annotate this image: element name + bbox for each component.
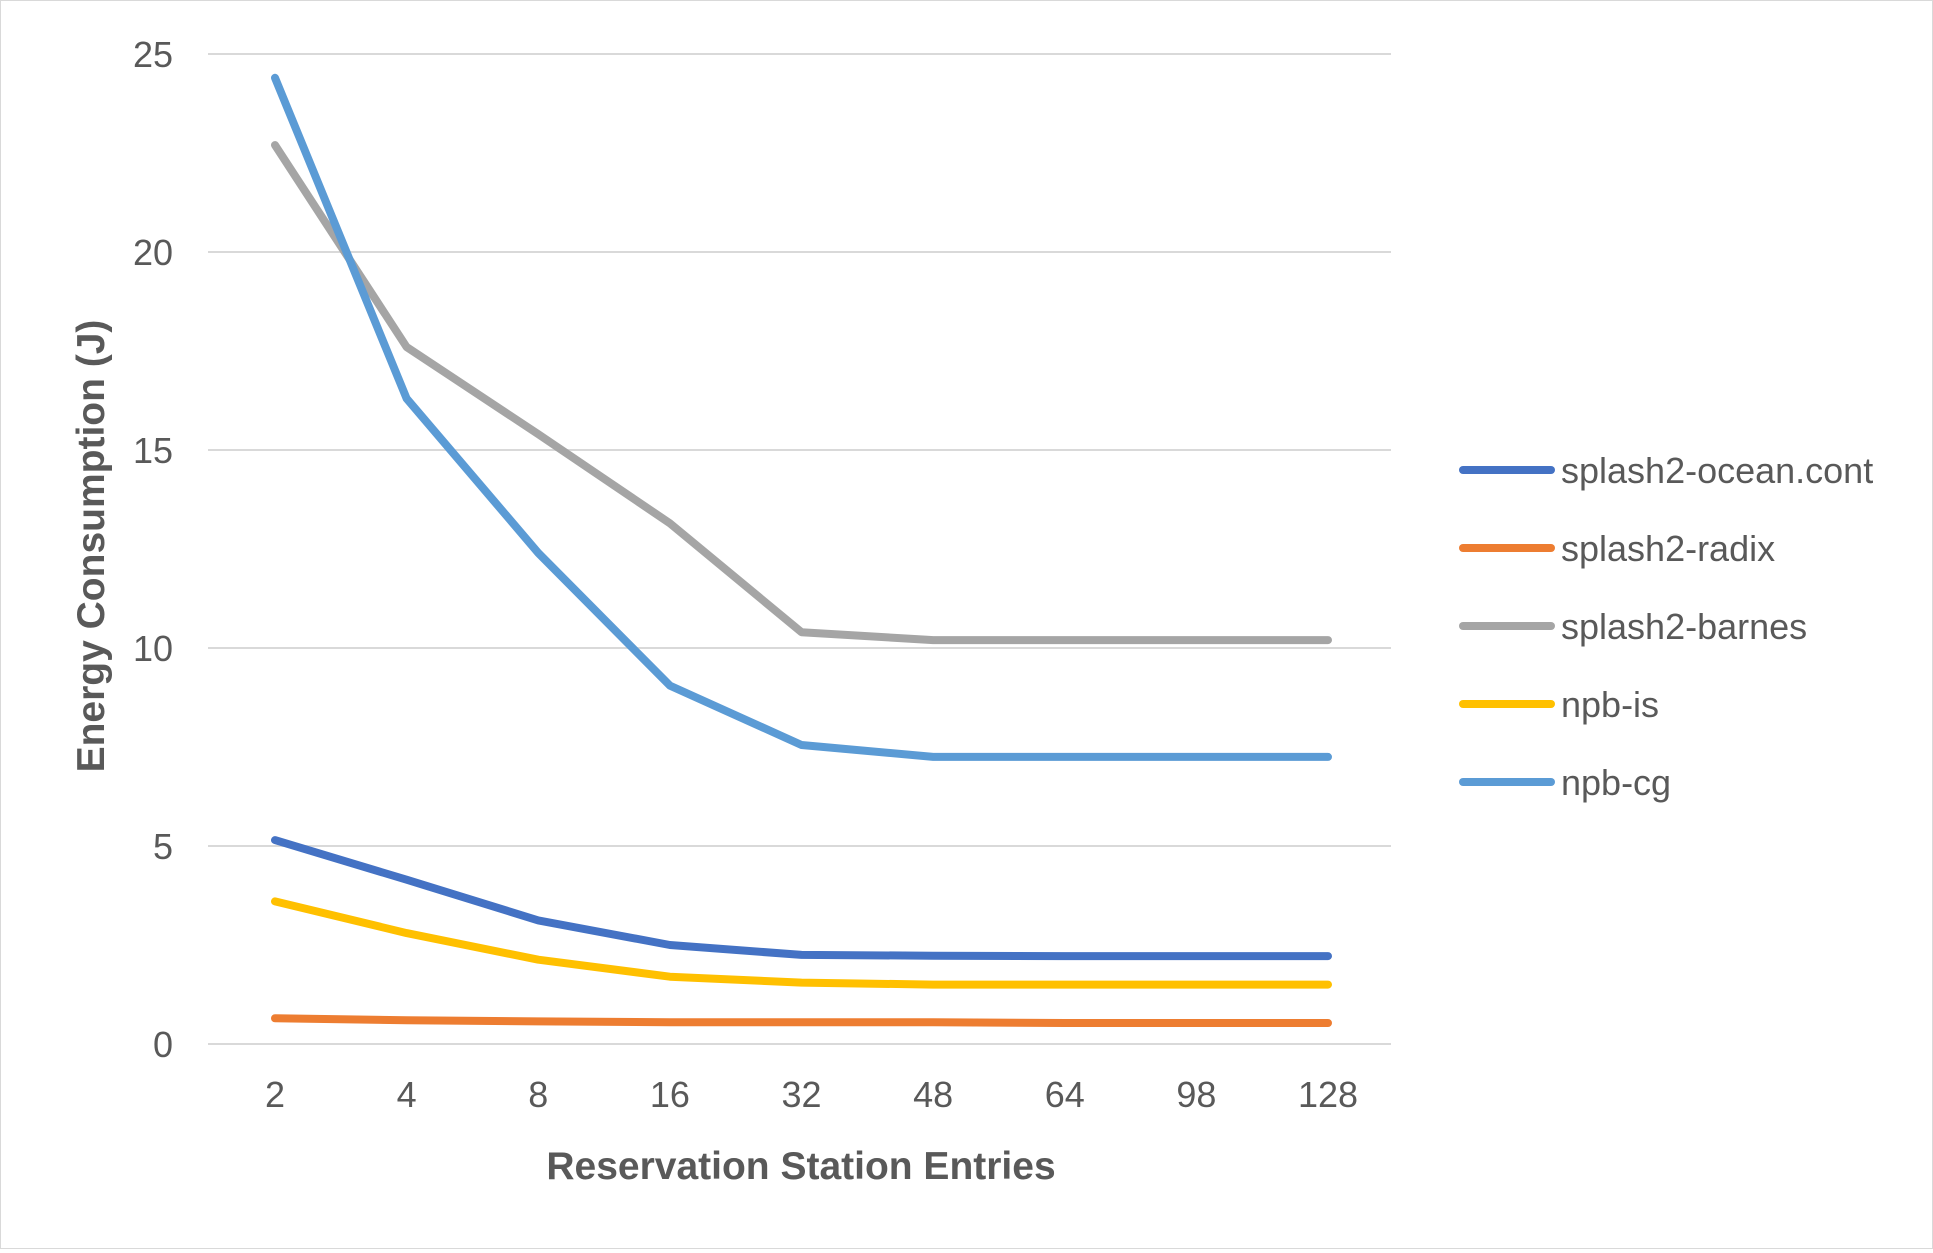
series-line-npb-is (271, 897, 1332, 989)
y-tick-label: 25 (133, 34, 173, 75)
data-point-splash2-ocean-cont (929, 952, 937, 960)
x-tick-label: 64 (1045, 1074, 1085, 1115)
data-point-splash2-ocean-cont (534, 916, 542, 924)
data-point-npb-cg (403, 395, 411, 403)
data-point-splash2-barnes (798, 628, 806, 636)
data-point-npb-cg (1192, 753, 1200, 761)
data-point-splash2-barnes (403, 343, 411, 351)
y-tick-label: 10 (133, 628, 173, 669)
x-tick-label: 4 (397, 1074, 417, 1115)
y-axis-title: Energy Consumption (J) (70, 320, 113, 773)
data-point-splash2-ocean-cont (666, 941, 674, 949)
data-point-splash2-radix (929, 1018, 937, 1026)
data-point-npb-cg (271, 74, 279, 82)
data-point-splash2-radix (1324, 1019, 1332, 1027)
data-point-splash2-radix (271, 1014, 279, 1022)
x-tick-label: 32 (781, 1074, 821, 1115)
y-tick-label: 5 (153, 826, 173, 867)
data-point-splash2-barnes (929, 636, 937, 644)
data-point-splash2-radix (1061, 1019, 1069, 1027)
x-tick-label: 16 (650, 1074, 690, 1115)
x-axis-title: Reservation Station Entries (546, 1145, 1055, 1188)
data-point-splash2-barnes (271, 141, 279, 149)
data-point-npb-cg (929, 753, 937, 761)
data-point-splash2-radix (534, 1017, 542, 1025)
x-tick-label: 128 (1298, 1074, 1358, 1115)
x-tick-label: 2 (265, 1074, 285, 1115)
gridlines (208, 53, 1391, 1045)
data-point-npb-cg (666, 682, 674, 690)
data-point-splash2-ocean-cont (271, 836, 279, 844)
legend-label: splash2-ocean.cont (1561, 450, 1873, 491)
data-point-npb-cg (534, 549, 542, 557)
legend-item: npb-cg (1459, 762, 1671, 803)
data-point-splash2-radix (1192, 1019, 1200, 1027)
data-point-splash2-radix (666, 1018, 674, 1026)
data-point-npb-is (929, 981, 937, 989)
series-line-npb-cg (271, 73, 1332, 761)
data-point-npb-is (271, 897, 279, 905)
x-tick-label: 98 (1176, 1074, 1216, 1115)
data-point-npb-is (1192, 981, 1200, 989)
y-tick-label: 15 (133, 430, 173, 471)
data-point-splash2-radix (403, 1016, 411, 1024)
data-point-npb-cg (1324, 753, 1332, 761)
legend-label: splash2-radix (1561, 528, 1775, 569)
data-point-npb-cg (798, 741, 806, 749)
legend-item: npb-is (1459, 684, 1659, 725)
data-point-splash2-ocean-cont (403, 876, 411, 884)
series-line-splash2-radix (271, 1014, 1332, 1027)
legend-label: splash2-barnes (1561, 606, 1807, 647)
data-point-splash2-radix (798, 1018, 806, 1026)
x-tick-label: 8 (528, 1074, 548, 1115)
data-point-npb-is (1324, 981, 1332, 989)
data-point-npb-is (1061, 981, 1069, 989)
data-point-npb-is (403, 929, 411, 937)
y-tick-label: 0 (153, 1024, 173, 1065)
legend-item: splash2-radix (1459, 528, 1775, 569)
data-point-splash2-barnes (1324, 636, 1332, 644)
data-point-splash2-ocean-cont (1061, 952, 1069, 960)
legend-item: splash2-ocean.cont (1459, 450, 1873, 491)
legend: splash2-ocean.cont splash2-radix splash2-b… (1459, 450, 1873, 803)
data-point-splash2-barnes (666, 519, 674, 527)
y-axis-ticks: 0 5 10 15 20 25 (133, 34, 173, 1065)
data-point-splash2-barnes (1192, 636, 1200, 644)
data-point-npb-cg (1061, 753, 1069, 761)
x-axis-ticks: 2 4 8 16 32 48 64 98 128 (265, 1074, 1358, 1115)
data-point-npb-is (666, 973, 674, 981)
y-tick-label: 20 (133, 232, 173, 273)
legend-label: npb-is (1561, 684, 1659, 725)
data-point-splash2-ocean-cont (798, 951, 806, 959)
data-point-splash2-ocean-cont (1324, 952, 1332, 960)
data-point-splash2-barnes (534, 430, 542, 438)
legend-item: splash2-barnes (1459, 606, 1807, 647)
data-point-splash2-barnes (1061, 636, 1069, 644)
data-point-npb-is (798, 979, 806, 987)
legend-label: npb-cg (1561, 762, 1671, 803)
data-point-splash2-ocean-cont (1192, 952, 1200, 960)
series-line-splash2-ocean-cont (271, 836, 1332, 961)
data-point-npb-is (534, 956, 542, 964)
series-lines (271, 73, 1332, 1027)
series-line-splash2-barnes (271, 141, 1332, 645)
x-tick-label: 48 (913, 1074, 953, 1115)
